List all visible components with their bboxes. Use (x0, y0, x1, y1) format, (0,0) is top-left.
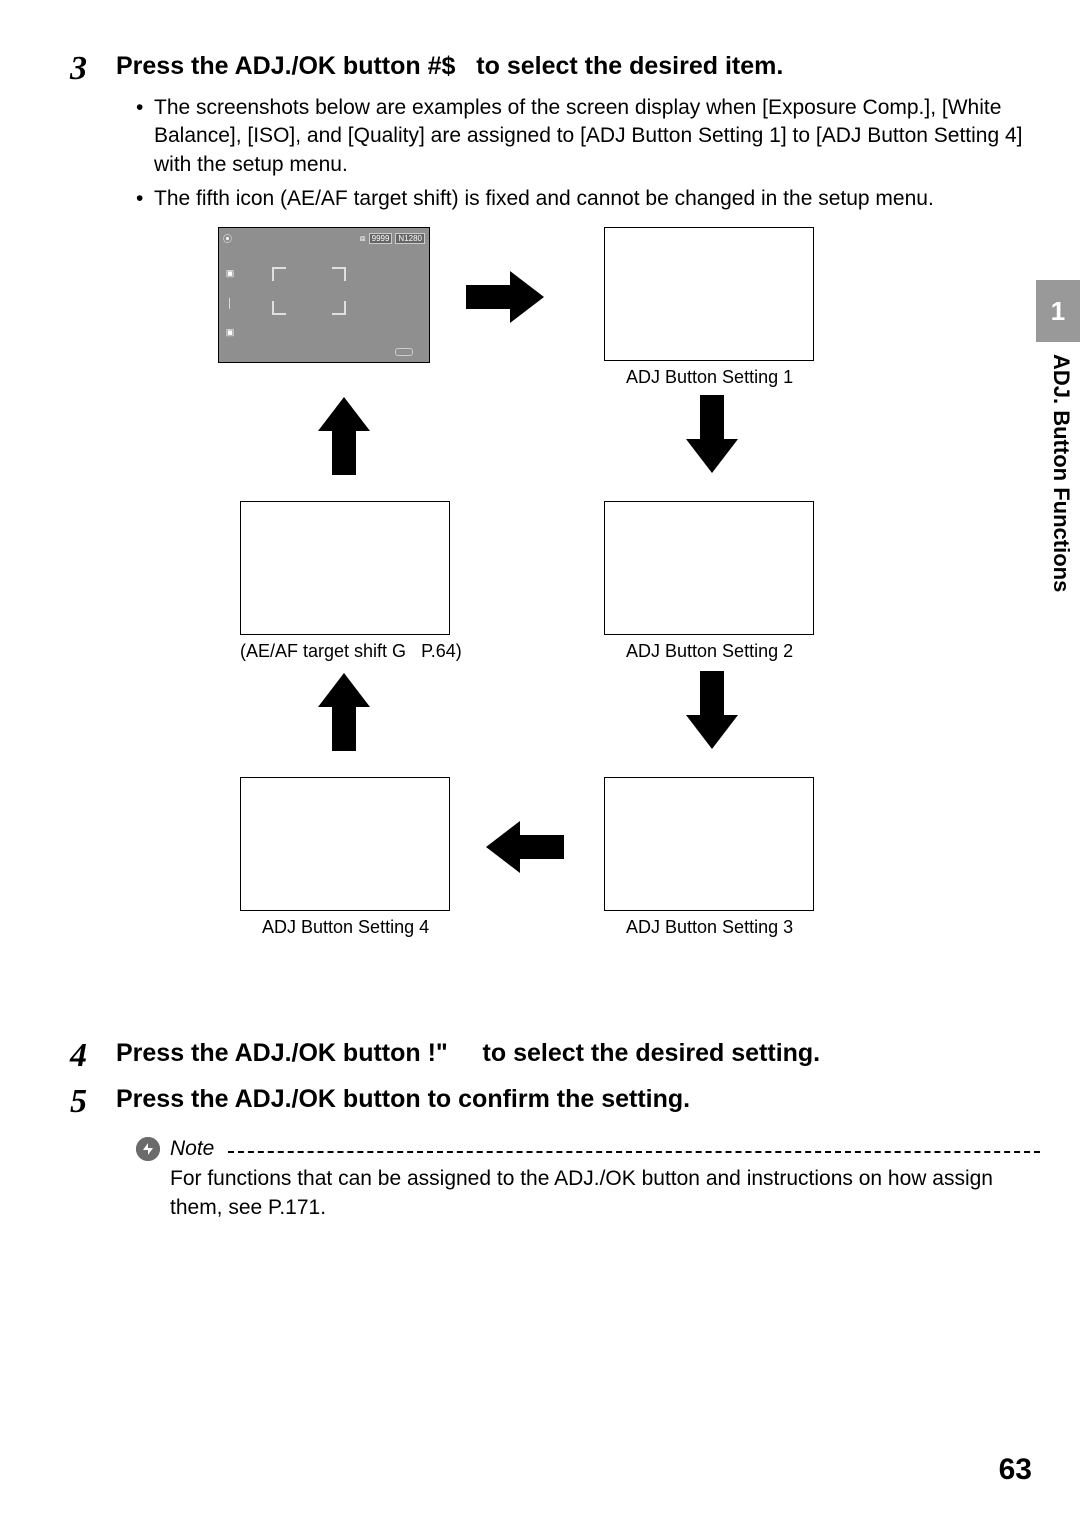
camera-icon: ⧈ (360, 233, 366, 244)
caption-setting-1: ADJ Button Setting 1 (626, 367, 793, 388)
caption-aeaf: (AE/AF target shift G P.64) (240, 641, 462, 662)
arrow-up-icon (314, 395, 374, 475)
step-title-part: Press the ADJ./OK button (116, 52, 428, 80)
step-3: 3 Press the ADJ./OK button #$ to select … (70, 50, 1040, 86)
caption-part: (AE/AF target shift G (240, 641, 406, 661)
note-label: Note (170, 1137, 214, 1161)
bullet-item: The fifth icon (AE/AF target shift) is f… (136, 185, 1040, 213)
camera-readout: N1280 (395, 233, 425, 244)
screen-setting-2 (604, 501, 814, 635)
arrow-up-icon (314, 671, 374, 751)
step-number: 3 (70, 50, 116, 86)
step-title-symbol: !" (428, 1039, 448, 1067)
step-title: Press the ADJ./OK button to confirm the … (116, 1083, 690, 1117)
screen-aeaf-shift (240, 501, 450, 635)
camera-readout: 9999 (369, 233, 393, 244)
step-number: 5 (70, 1083, 116, 1119)
step-5: 5 Press the ADJ./OK button to confirm th… (70, 1083, 1040, 1119)
screen-setting-3 (604, 777, 814, 911)
screen-setting-4 (240, 777, 450, 911)
note-divider (228, 1151, 1040, 1153)
note-body: For functions that can be assigned to th… (170, 1165, 1040, 1222)
note-block: Note For functions that can be assigned … (136, 1137, 1040, 1222)
caption-setting-4: ADJ Button Setting 4 (262, 917, 429, 938)
step-4: 4 Press the ADJ./OK button !" to select … (70, 1037, 1040, 1073)
step-title-part: to select the desired setting. (476, 1039, 821, 1067)
caption-part: P.64) (421, 641, 462, 661)
step-title: Press the ADJ./OK button #$ to select th… (116, 50, 783, 84)
step-3-body: The screenshots below are examples of th… (136, 94, 1040, 213)
arrow-down-icon (682, 671, 742, 751)
camera-icon: ⦿ (223, 232, 232, 245)
step-title: Press the ADJ./OK button !" to select th… (116, 1037, 820, 1071)
arrow-left-icon (484, 817, 564, 877)
step-title-symbol: #$ (428, 52, 456, 80)
manual-page: 3 Press the ADJ./OK button #$ to select … (0, 0, 1080, 1262)
arrow-right-icon (466, 267, 546, 327)
step-title-part: Press the ADJ./OK button (116, 1039, 428, 1067)
page-number: 63 (999, 1453, 1032, 1487)
step-number: 4 (70, 1037, 116, 1073)
step-title-part: to select the desired item. (469, 52, 783, 80)
screen-setting-1 (604, 227, 814, 361)
flow-diagram: ⦿ ⧈ 9999 N1280 ▣│▣ ADJ Button Setting 1 … (136, 227, 876, 1027)
caption-setting-2: ADJ Button Setting 2 (626, 641, 793, 662)
camera-screen: ⦿ ⧈ 9999 N1280 ▣│▣ (218, 227, 430, 363)
bullet-item: The screenshots below are examples of th… (136, 94, 1040, 179)
arrow-down-icon (682, 395, 742, 475)
caption-setting-3: ADJ Button Setting 3 (626, 917, 793, 938)
note-icon (136, 1137, 160, 1161)
